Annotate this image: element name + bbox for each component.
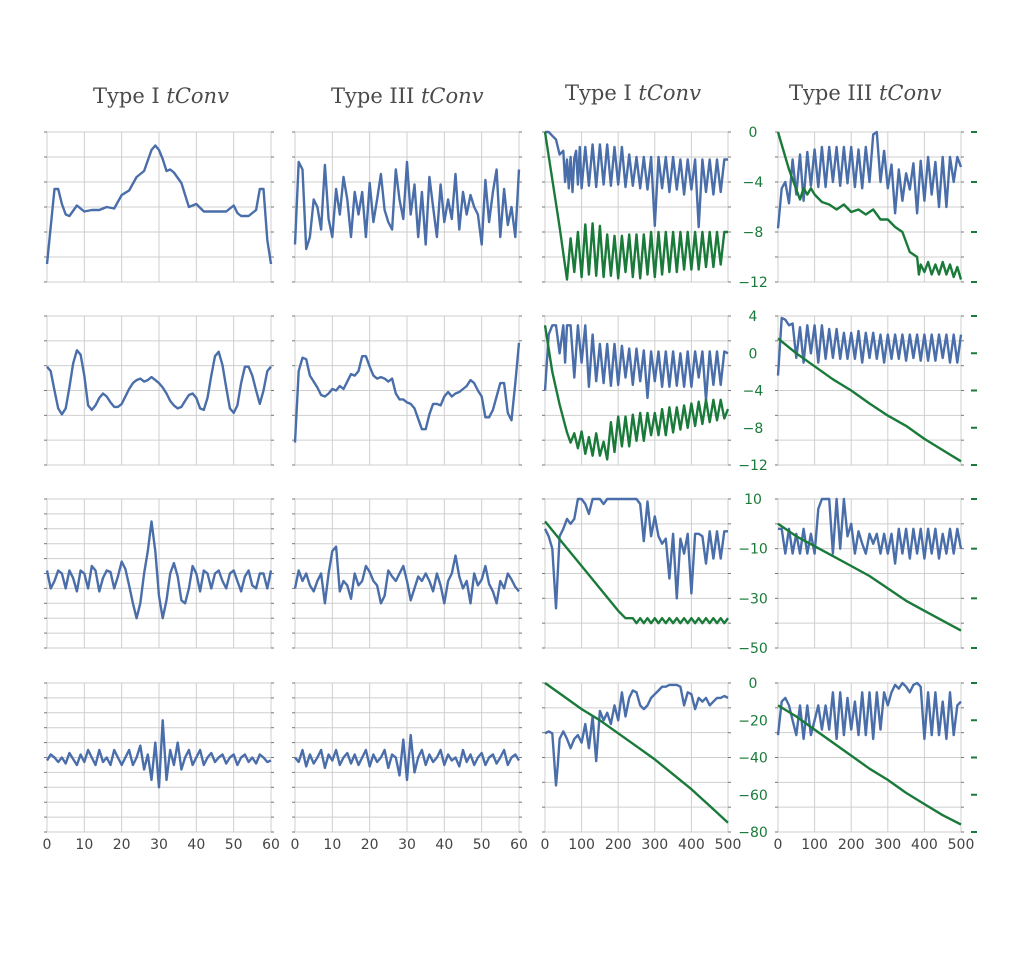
y-tick-label: −8 [743, 421, 764, 437]
y-tick-label: −4 [743, 175, 764, 191]
x-tick-label: 10 [75, 837, 93, 853]
x-tick-label: 200 [605, 837, 632, 853]
x-tick-label: 300 [874, 837, 901, 853]
column-title-4-italic: tConv [878, 81, 942, 105]
chart-panel-r1-c3: 0 −4 −8 −12 [542, 125, 768, 291]
x-tick-label: 0 [291, 837, 300, 853]
chart-panel-r4-c4: 0 100 200 300 400 500 [774, 681, 977, 853]
series-line-blue [543, 497, 728, 610]
series-line-blue [293, 160, 521, 251]
series-line-blue [545, 130, 728, 229]
column-title-4: Type III tConv [789, 81, 942, 105]
y-tick-label: 0 [749, 346, 758, 362]
y-tick-label: −40 [738, 751, 768, 767]
chart-panel-r2-c2 [292, 315, 522, 466]
x-tick-label: 30 [398, 837, 416, 853]
chart-panel-r2-c4 [775, 315, 977, 466]
y-tick-label: −20 [738, 713, 768, 729]
x-tick-label: 60 [510, 837, 528, 853]
series-line-blue [543, 324, 729, 401]
series-line-blue [778, 497, 963, 565]
y-tick-label: −30 [738, 591, 768, 607]
y-tick-label: 0 [749, 125, 758, 141]
x-tick-label: 60 [262, 837, 280, 853]
chart-panel-r3-c3: 10 −10 −30 −50 [542, 492, 768, 657]
y-tick-label: −12 [738, 275, 768, 291]
x-tick-label: 10 [323, 837, 341, 853]
x-tick-label: 0 [541, 837, 550, 853]
y-tick-label: 0 [749, 676, 758, 692]
column-title-1-prefix: Type I [93, 84, 167, 108]
chart-panel-r4-c1: 0 10 20 30 40 50 60 [43, 682, 280, 853]
chart-panel-r2-c1 [44, 315, 274, 466]
series-line-green [544, 520, 729, 625]
series-line-green [543, 325, 730, 461]
x-tick-label: 500 [948, 837, 975, 853]
x-tick-label: 0 [43, 837, 52, 853]
series-line-blue [45, 144, 273, 265]
chart-panel-r1-c2 [292, 131, 522, 283]
x-tick-label: 40 [435, 837, 453, 853]
series-line-blue [293, 545, 520, 605]
column-title-1-italic: tConv [166, 84, 229, 108]
chart-panel-r3-c1 [44, 498, 274, 649]
series-line-blue [293, 342, 521, 443]
column-title-2: Type III tConv [331, 84, 484, 108]
series-line-green [776, 131, 963, 280]
x-tick-label: 200 [838, 837, 865, 853]
x-tick-label: 20 [113, 837, 131, 853]
y-tick-label: 10 [744, 492, 762, 508]
x-tick-label: 30 [150, 837, 168, 853]
series-line-blue [294, 733, 521, 782]
column-title-3: Type I tConv [565, 81, 701, 105]
x-tick-label: 100 [568, 837, 595, 853]
column-title-2-italic: tConv [420, 84, 484, 108]
column-title-2-prefix: Type III [331, 84, 421, 108]
series-line-blue [45, 520, 273, 620]
x-tick-label: 40 [187, 837, 205, 853]
chart-panel-r1-c1 [44, 131, 274, 283]
series-line-blue [46, 349, 272, 416]
column-title-3-prefix: Type I [565, 81, 639, 105]
series-line-green [544, 682, 729, 824]
series-line-blue [776, 681, 962, 741]
y-tick-label: −12 [738, 458, 768, 474]
y-tick-label: 4 [749, 309, 758, 325]
y-tick-label: −50 [738, 641, 768, 657]
y-tick-label: −8 [743, 225, 764, 241]
chart-panel-r4-c3: 0 100 200 300 400 500 0 −20 −40 −60 −80 [541, 676, 768, 853]
chart-panel-r3-c4 [775, 497, 977, 649]
chart-panel-r4-c2: 0 10 20 30 40 50 60 [291, 682, 528, 853]
series-line-blue [776, 130, 963, 229]
column-title-4-prefix: Type III [789, 81, 879, 105]
x-tick-label: 500 [715, 837, 742, 853]
x-tick-label: 50 [225, 837, 243, 853]
column-title-3-italic: tConv [638, 81, 701, 105]
column-title-1: Type I tConv [93, 84, 229, 108]
chart-panel-r2-c3: 4 0 −4 −8 −12 [542, 309, 768, 474]
series-line-blue [45, 719, 272, 789]
chart-panel-r3-c2 [292, 498, 522, 649]
x-tick-label: 400 [678, 837, 705, 853]
x-tick-label: 50 [473, 837, 491, 853]
series-line-green [543, 131, 728, 281]
series-line-green [777, 522, 962, 632]
y-tick-label: −60 [738, 788, 768, 804]
x-tick-label: 20 [361, 837, 379, 853]
x-tick-label: 0 [774, 837, 783, 853]
x-tick-label: 400 [911, 837, 938, 853]
y-tick-label: −80 [738, 825, 768, 841]
x-tick-label: 300 [641, 837, 668, 853]
series-line-green [777, 337, 962, 463]
series-line-green [777, 704, 962, 826]
chart-panel-r1-c4 [775, 130, 977, 283]
y-tick-label: −4 [743, 384, 764, 400]
series-line-blue [776, 316, 963, 376]
series-line-blue [544, 683, 729, 787]
x-tick-label: 100 [801, 837, 828, 853]
y-tick-label: −10 [738, 542, 768, 558]
